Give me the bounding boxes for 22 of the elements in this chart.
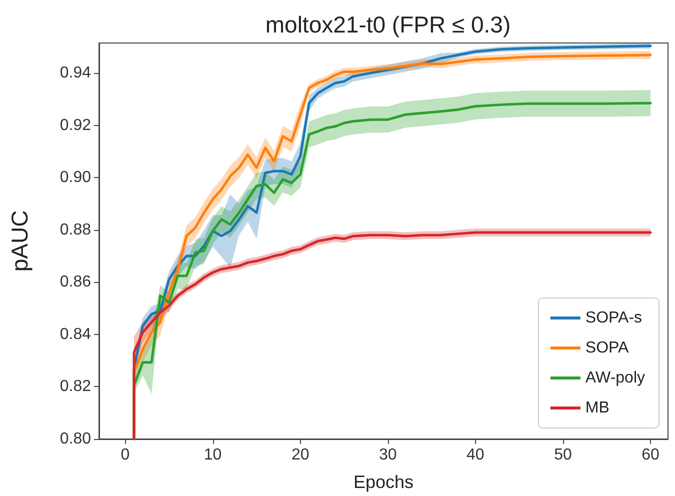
y-tick-label: 0.82 [60, 378, 92, 396]
y-tick-label: 0.80 [60, 430, 92, 448]
y-tick-label: 0.92 [60, 116, 92, 134]
y-axis-title: pAUC [6, 210, 32, 272]
y-tick-label: 0.84 [60, 326, 92, 343]
y-tick-label: 0.86 [60, 274, 92, 291]
x-tick-label: 20 [291, 446, 310, 464]
y-tick-label: 0.90 [60, 169, 92, 186]
x-axis-title: Epochs [353, 472, 414, 492]
legend-label: AW-poly [585, 370, 646, 386]
x-tick-label: 30 [378, 446, 397, 464]
x-tick-label: 50 [554, 446, 572, 464]
legend-label: MB [585, 400, 610, 416]
legend-label: SOPA [585, 340, 630, 356]
chart-title: moltox21-t0 (FPR ≤ 0.3) [265, 12, 511, 38]
x-tick-label: 0 [120, 446, 130, 464]
legend-label: SOPA-s [585, 310, 642, 326]
x-tick-label: 40 [466, 446, 484, 464]
x-tick-label: 10 [204, 446, 222, 464]
y-tick-label: 0.94 [60, 64, 92, 82]
x-tick-label: 60 [642, 446, 660, 464]
y-tick-label: 0.88 [60, 221, 92, 238]
